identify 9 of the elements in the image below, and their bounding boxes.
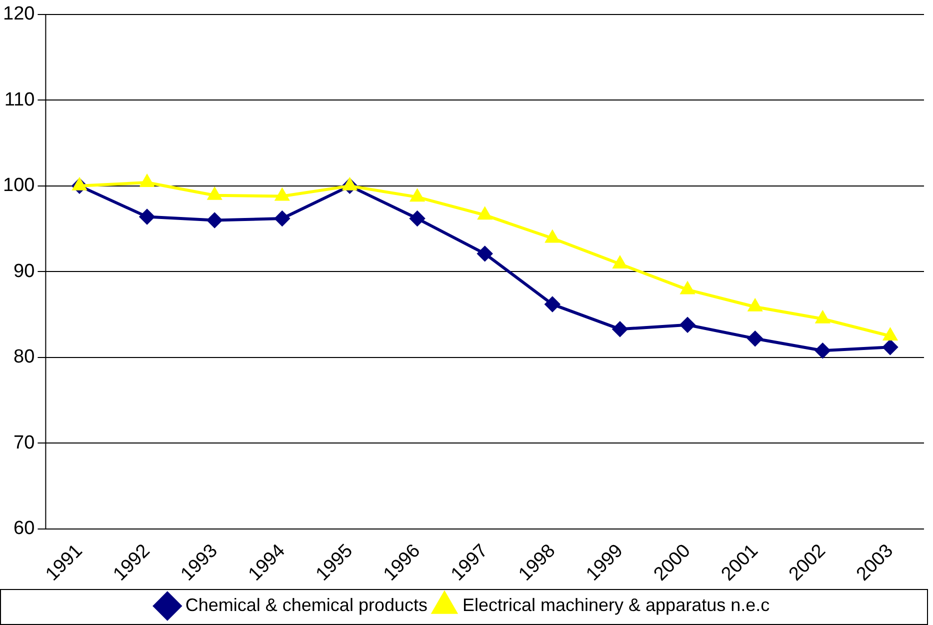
y-tick-label: 120 (3, 4, 35, 25)
legend-label: Chemical & chemical products (185, 594, 428, 615)
y-tick-label: 90 (14, 260, 35, 282)
y-tick-label: 70 (14, 432, 35, 454)
y-tick-label: 110 (4, 89, 35, 110)
y-tick-label: 100 (3, 175, 35, 196)
legend-label: Electrical machinery & apparatus n.e.c (462, 594, 770, 615)
y-tick-label: 80 (14, 346, 35, 368)
y-tick-label: 60 (14, 518, 35, 540)
